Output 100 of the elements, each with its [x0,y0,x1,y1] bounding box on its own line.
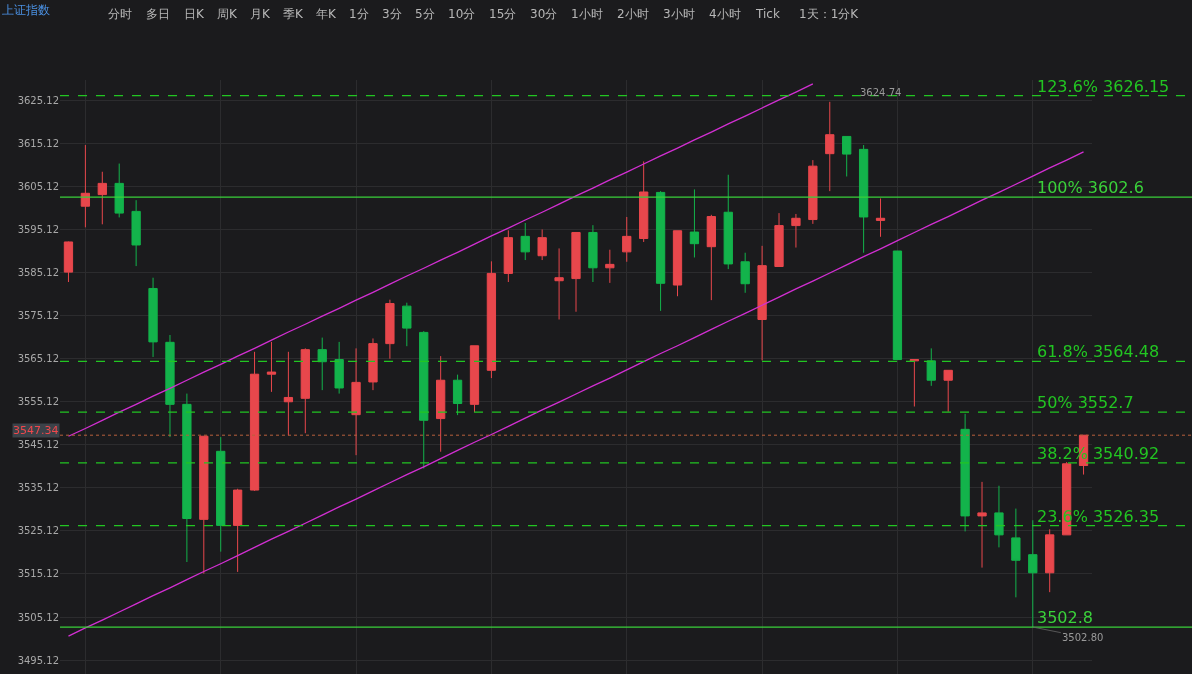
candlestick [825,101,835,192]
y-tick-label: 3565.12 [17,353,59,365]
candlestick [368,337,378,391]
annotation: 3502.80 [1062,632,1104,643]
candlestick [588,224,598,283]
y-tick-label: 3545.12 [17,439,59,451]
chart-title: 上证指数 [2,3,51,18]
candlestick [672,230,683,297]
y-tick-label: 3535.12 [17,482,59,494]
text: 季K [283,7,304,21]
candlestick [723,174,733,270]
candlestick [419,330,429,470]
y-tick-label: 3595.12 [17,223,59,235]
text: 15分 [489,7,517,21]
line-series [67,83,814,437]
candlestick [80,144,91,228]
candlestick [469,345,480,413]
candlestick [842,135,852,177]
candlestick [402,302,412,347]
text: 2小时 [617,7,649,21]
candlestick [791,213,801,249]
ref-line-label: 3502.8 [1037,608,1093,627]
ref-line-label: 3547.34 [13,424,59,437]
text: 分时 [108,7,132,21]
text: 3小时 [663,7,695,21]
candlestick [283,351,294,436]
y-tick-label: 3495.12 [17,654,59,666]
candlestick [689,188,700,258]
candlestick [182,393,192,563]
candlestick [926,347,936,387]
candlestick [385,299,395,360]
y-tick-label: 3585.12 [17,266,59,278]
candlestick [909,358,920,408]
candlestick [436,355,446,453]
text: 5分 [415,7,435,21]
candlestick [97,171,107,225]
candlestick [216,436,226,553]
text: 月K [250,7,271,21]
candlestick [165,334,175,438]
candlestick [351,347,361,456]
y-tick-label: 3505.12 [17,611,59,623]
y-tick-label: 3615.12 [17,137,59,149]
candlestick [977,481,987,569]
candlestick [503,229,513,283]
candlestick [63,241,74,283]
candlestick [622,216,632,263]
candlestick [249,351,260,492]
text: 4小时 [709,7,741,21]
text: 1分 [349,7,369,21]
y-tick-label: 3525.12 [17,525,59,537]
candlestick [232,488,243,573]
candlestick [452,374,463,416]
text: 30分 [530,7,558,21]
candlestick [131,199,141,267]
candlestick [943,369,953,413]
candlestick [114,163,124,218]
candlestick [334,341,344,395]
candlestick [1011,508,1021,598]
candlestick [317,337,327,391]
text: 年K [316,7,337,21]
y-tick-label: 3575.12 [17,310,59,322]
candlestick [486,260,497,379]
text: 周K [217,7,238,21]
y-tick-label: 3555.12 [17,396,59,408]
candlestick [266,341,277,393]
candlestick [774,212,784,268]
candlestick [706,214,716,301]
candlestick [300,347,310,434]
text: Tick [755,7,780,21]
candlestick [605,249,615,284]
candlestick [520,222,530,261]
candlestick [994,485,1004,548]
candlestick [808,159,818,225]
ref-line-label: 50% 3552.7 [1037,393,1134,412]
y-tick-label: 3515.12 [17,568,59,580]
candlestick [1028,519,1038,628]
candlestick [537,228,547,261]
ref-line-label: 61.8% 3564.48 [1037,342,1160,361]
candlestick [1045,528,1055,593]
candlestick [757,245,767,361]
candlestick [960,413,970,532]
candlestick [199,435,209,575]
candlestick [571,231,581,313]
text: 3分 [382,7,402,21]
text: 10分 [448,7,476,21]
ref-line-label: 100% 3602.6 [1037,178,1144,197]
candlestick [740,252,750,294]
y-tick-label: 3625.12 [17,94,59,106]
candlestick [875,197,886,238]
candlestick [858,144,869,254]
text: 日K [184,7,205,21]
candlestick [655,190,666,312]
text: 1天：1分K [799,7,860,21]
candlestick [148,277,158,358]
candlestick [639,160,649,243]
annotation: 3624.74 [860,87,902,98]
candlestick [554,247,564,320]
candlestick [892,250,903,361]
ref-line-label: 123.6% 3626.15 [1037,77,1170,96]
text: 多日 [146,7,170,21]
